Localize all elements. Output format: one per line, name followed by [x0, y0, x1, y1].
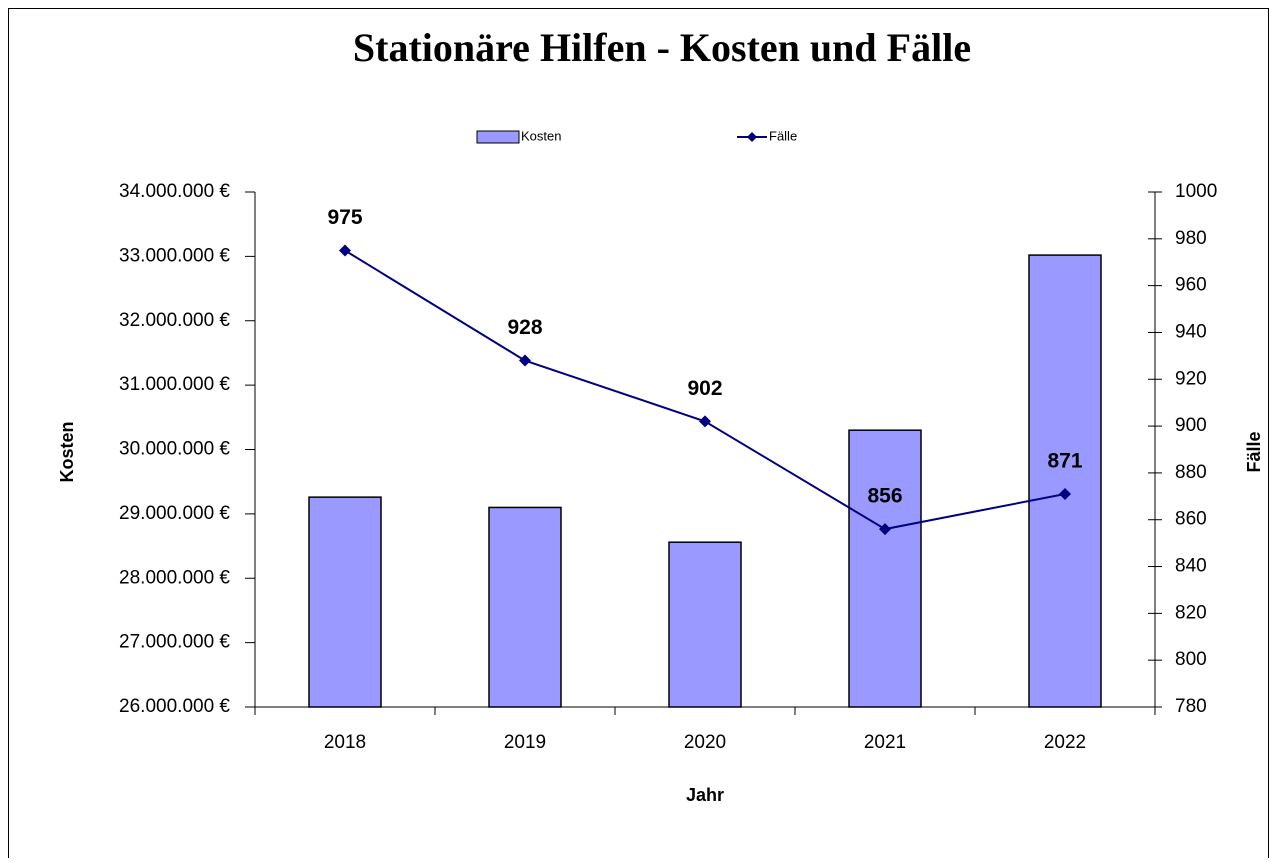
bar	[668, 541, 742, 708]
y2-tick-label: 840	[1175, 556, 1207, 577]
y-tick-label: 34.000.000 €	[119, 181, 230, 202]
y2-tick-label: 900	[1175, 415, 1207, 436]
marker	[1059, 487, 1071, 500]
data-label: 902	[687, 377, 722, 400]
y2-tick-label: 1000	[1175, 181, 1217, 202]
legend-marker	[747, 132, 757, 142]
x-tick-label: 2018	[324, 732, 366, 753]
x-tick-label: 2019	[504, 732, 546, 753]
chart-title: Stationäre Hilfen - Kosten und Fälle	[353, 25, 971, 70]
y-tick-label: 28.000.000 €	[119, 567, 230, 588]
y2-tick-label: 860	[1175, 509, 1207, 530]
y-tick-label: 26.000.000 €	[119, 696, 230, 717]
marker	[339, 244, 351, 257]
y-axis-label: Kosten	[57, 421, 77, 482]
marker	[879, 523, 891, 536]
y-tick-label: 31.000.000 €	[119, 374, 230, 395]
y2-tick-label: 800	[1175, 649, 1207, 670]
x-axis-label: Jahr	[686, 785, 724, 805]
x-tick-label: 2022	[1044, 732, 1086, 753]
data-label: 928	[507, 316, 542, 339]
y2-tick-label: 780	[1175, 696, 1207, 717]
y2-tick-label: 980	[1175, 228, 1207, 249]
y2-tick-label: 960	[1175, 275, 1207, 296]
y2-tick-label: 920	[1175, 368, 1207, 389]
x-tick-label: 2021	[864, 732, 906, 753]
legend-label: Kosten	[521, 128, 561, 143]
y-tick-label: 30.000.000 €	[119, 439, 230, 460]
y2-tick-label: 940	[1175, 321, 1207, 342]
y-tick-label: 33.000.000 €	[119, 245, 230, 266]
data-label: 856	[867, 485, 902, 508]
y-tick-label: 29.000.000 €	[119, 503, 230, 524]
y-tick-label: 27.000.000 €	[119, 632, 230, 653]
bar	[308, 496, 382, 708]
legend-label: Fälle	[769, 128, 797, 143]
marker	[699, 415, 711, 428]
y-tick-label: 32.000.000 €	[119, 310, 230, 331]
data-label: 871	[1047, 450, 1082, 473]
marker	[519, 354, 531, 367]
bar	[1028, 254, 1102, 708]
bar	[848, 429, 922, 708]
legend-swatch	[476, 130, 520, 144]
y2-axis-label: Fälle	[1244, 431, 1264, 472]
x-tick-label: 2020	[684, 732, 726, 753]
y2-tick-label: 880	[1175, 462, 1207, 483]
y2-tick-label: 820	[1175, 602, 1207, 623]
data-label: 975	[327, 206, 362, 229]
bar	[488, 506, 562, 708]
